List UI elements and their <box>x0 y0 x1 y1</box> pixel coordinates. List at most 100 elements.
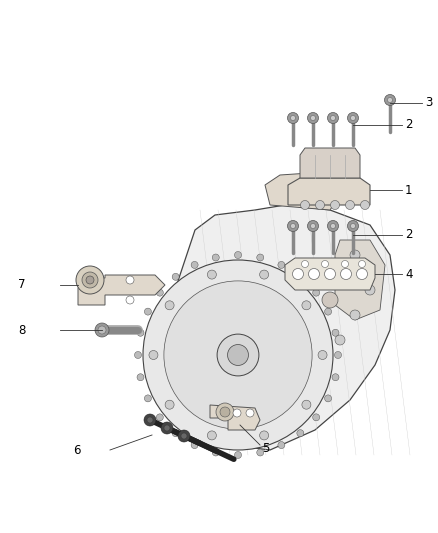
Circle shape <box>156 414 163 421</box>
Circle shape <box>350 250 360 260</box>
Circle shape <box>287 112 299 124</box>
Circle shape <box>321 261 328 268</box>
Circle shape <box>260 270 268 279</box>
Circle shape <box>86 276 94 284</box>
Circle shape <box>332 374 339 381</box>
Circle shape <box>234 451 241 458</box>
Circle shape <box>144 414 156 426</box>
Circle shape <box>172 273 179 280</box>
Circle shape <box>95 323 109 337</box>
Circle shape <box>156 289 163 296</box>
Circle shape <box>311 116 315 120</box>
Text: 3: 3 <box>425 96 432 109</box>
Circle shape <box>302 400 311 409</box>
Circle shape <box>357 269 367 279</box>
Circle shape <box>313 289 320 296</box>
Circle shape <box>308 269 319 279</box>
Circle shape <box>331 223 336 229</box>
Circle shape <box>191 261 198 269</box>
Circle shape <box>145 395 152 402</box>
Circle shape <box>287 221 299 231</box>
Polygon shape <box>165 205 395 450</box>
Circle shape <box>307 221 318 231</box>
Circle shape <box>76 266 104 294</box>
Circle shape <box>322 292 338 308</box>
Circle shape <box>331 116 336 120</box>
Circle shape <box>311 223 315 229</box>
Circle shape <box>207 270 216 279</box>
Circle shape <box>161 422 173 434</box>
Circle shape <box>350 116 356 120</box>
Polygon shape <box>285 258 375 290</box>
Circle shape <box>325 269 336 279</box>
Text: 4: 4 <box>405 268 413 280</box>
Circle shape <box>360 200 370 209</box>
Circle shape <box>217 334 259 376</box>
Circle shape <box>340 269 352 279</box>
Circle shape <box>257 254 264 261</box>
Circle shape <box>297 430 304 437</box>
Circle shape <box>293 269 304 279</box>
Text: 7: 7 <box>18 279 25 292</box>
Circle shape <box>145 308 152 315</box>
Circle shape <box>302 301 311 310</box>
Circle shape <box>358 261 365 268</box>
Circle shape <box>82 272 98 288</box>
Circle shape <box>301 261 308 268</box>
Circle shape <box>216 403 234 421</box>
Circle shape <box>164 281 312 429</box>
Circle shape <box>137 374 144 381</box>
Circle shape <box>165 400 174 409</box>
Circle shape <box>257 449 264 456</box>
Text: 5: 5 <box>262 441 269 455</box>
Circle shape <box>212 254 219 261</box>
Circle shape <box>149 351 158 359</box>
Circle shape <box>365 285 375 295</box>
Circle shape <box>325 395 332 402</box>
Circle shape <box>233 409 241 417</box>
Polygon shape <box>78 275 165 305</box>
Text: 8: 8 <box>18 324 25 336</box>
Circle shape <box>164 425 170 431</box>
Circle shape <box>300 200 310 209</box>
Circle shape <box>228 344 248 366</box>
Circle shape <box>328 112 339 124</box>
Circle shape <box>290 116 296 120</box>
Circle shape <box>335 335 345 345</box>
Circle shape <box>278 261 285 269</box>
Circle shape <box>165 301 174 310</box>
Circle shape <box>220 407 230 417</box>
Polygon shape <box>300 148 360 178</box>
Polygon shape <box>210 405 260 430</box>
Circle shape <box>313 414 320 421</box>
Circle shape <box>172 430 179 437</box>
Polygon shape <box>335 240 385 320</box>
Circle shape <box>98 326 106 334</box>
Circle shape <box>126 296 134 304</box>
Circle shape <box>234 252 241 259</box>
Circle shape <box>346 200 354 209</box>
Circle shape <box>350 310 360 320</box>
Circle shape <box>385 94 396 106</box>
Circle shape <box>126 276 134 284</box>
Circle shape <box>278 442 285 449</box>
Circle shape <box>350 223 356 229</box>
Circle shape <box>332 329 339 336</box>
Circle shape <box>297 273 304 280</box>
Text: 2: 2 <box>405 229 413 241</box>
Circle shape <box>137 329 144 336</box>
Circle shape <box>260 431 268 440</box>
Circle shape <box>191 442 198 449</box>
Circle shape <box>388 98 392 102</box>
Polygon shape <box>288 178 370 205</box>
Circle shape <box>318 351 327 359</box>
Circle shape <box>212 449 219 456</box>
Circle shape <box>307 112 318 124</box>
Circle shape <box>207 431 216 440</box>
Circle shape <box>335 351 342 359</box>
Circle shape <box>290 223 296 229</box>
Circle shape <box>143 260 333 450</box>
Circle shape <box>328 221 339 231</box>
Text: 1: 1 <box>405 183 413 197</box>
Circle shape <box>325 308 332 315</box>
